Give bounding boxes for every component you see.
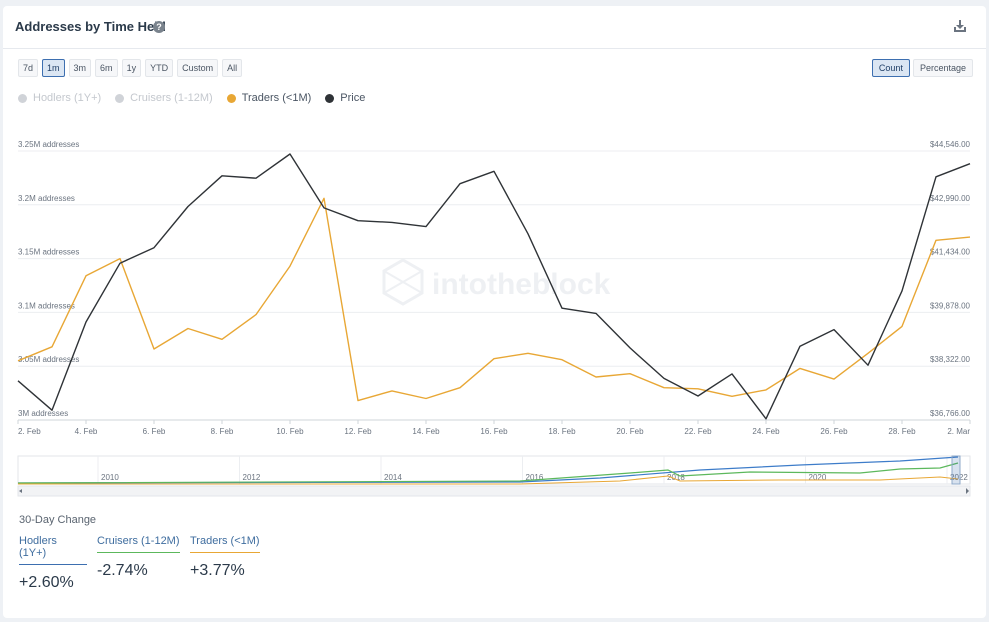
x-tick-label: 20. Feb bbox=[616, 427, 644, 436]
y-right-tick-label: $44,546.00 bbox=[930, 140, 971, 149]
x-tick-label: 2. Feb bbox=[18, 427, 41, 436]
range-custom-button[interactable]: Custom bbox=[177, 59, 219, 77]
y-right-tick-label: $41,434.00 bbox=[930, 248, 971, 257]
price-line bbox=[17, 153, 971, 420]
legend-dot-traders bbox=[226, 93, 236, 103]
y-left-tick-label: 3.15M addresses bbox=[18, 248, 79, 257]
traders-line bbox=[17, 197, 971, 402]
x-tick-label: 22. Feb bbox=[684, 427, 712, 436]
y-right-tick-label: $38,322.00 bbox=[930, 355, 971, 364]
navigator-traders-line bbox=[18, 475, 959, 485]
range-all-button[interactable]: All bbox=[222, 59, 243, 77]
change-value-traders: +3.77% bbox=[190, 562, 245, 579]
download-icon[interactable] bbox=[952, 18, 968, 34]
x-tick-label: 28. Feb bbox=[888, 427, 916, 436]
range-7d-button[interactable]: 7d bbox=[18, 59, 39, 77]
x-tick-label: 6. Feb bbox=[143, 427, 166, 436]
y-axis-right: $36,766.00 $38,322.00 $39,878.00 $41,434.00… bbox=[930, 140, 971, 418]
y-right-tick-label: $36,766.00 bbox=[930, 409, 971, 418]
range-1m-button[interactable]: 1m bbox=[42, 59, 65, 77]
chart-grid bbox=[18, 150, 970, 421]
legend-dot-price bbox=[325, 93, 335, 103]
x-tick-label: 16. Feb bbox=[480, 427, 508, 436]
navigator-selection bbox=[951, 455, 961, 485]
percentage-button[interactable]: Percentage bbox=[912, 59, 973, 77]
navigator-tick-label: 2014 bbox=[384, 473, 402, 482]
legend-dot-hodlers bbox=[18, 93, 27, 103]
chart-area: intotheblock 3M addresses 3.05M addresses… bbox=[17, 140, 971, 497]
legend-traders[interactable]: Traders (<1M) bbox=[226, 92, 312, 104]
x-tick-label: 4. Feb bbox=[75, 427, 98, 436]
legend-label-hodlers: Hodlers (1Y+) bbox=[33, 92, 102, 104]
x-axis: 2. Feb 4. Feb 6. Feb 8. Feb 10. Feb 12. Feb 14… bbox=[17, 420, 971, 436]
navigator-tick-label: 2012 bbox=[243, 473, 261, 482]
card-header: Addresses by Time Held ? bbox=[3, 6, 986, 49]
range-1y-button[interactable]: 1y bbox=[121, 59, 142, 77]
navigator-tick-label: 2020 bbox=[809, 473, 827, 482]
x-tick-label: 8. Feb bbox=[211, 427, 234, 436]
chart-legend: Hodlers (1Y+) Cruisers (1-12M) Traders (… bbox=[18, 92, 365, 104]
scroll-right-arrow-icon bbox=[966, 488, 969, 494]
navigator-frame bbox=[17, 455, 971, 485]
x-tick-label: 2. Mar bbox=[947, 427, 970, 436]
range-ytd-button[interactable]: YTD bbox=[145, 59, 174, 77]
navigator-scrollbar bbox=[17, 485, 971, 497]
legend-dot-cruisers bbox=[115, 93, 125, 103]
change-traders: Traders (<1M) +3.77% bbox=[190, 535, 260, 580]
chart-lines bbox=[17, 153, 971, 420]
navigator-tick-label: 2018 bbox=[667, 473, 685, 482]
navigator-tick-label: 2022 bbox=[950, 473, 968, 482]
legend-price[interactable]: Price bbox=[325, 92, 365, 104]
x-tick-label: 12. Feb bbox=[344, 427, 372, 436]
count-button[interactable]: Count bbox=[871, 59, 910, 77]
scroll-left-arrow-icon bbox=[19, 489, 22, 493]
navigator-hodlers-line bbox=[17, 456, 959, 484]
change-hodlers: Hodlers (1Y+) +2.60% bbox=[19, 535, 87, 592]
change-cruisers: Cruisers (1-12M) -2.74% bbox=[97, 535, 180, 580]
y-right-tick-label: $39,878.00 bbox=[930, 301, 971, 310]
navigator-cruisers-line bbox=[17, 462, 959, 484]
legend-cruisers[interactable]: Cruisers (1-12M) bbox=[115, 92, 213, 104]
y-right-tick-label: $42,990.00 bbox=[930, 194, 971, 203]
watermark-logo-icon bbox=[382, 258, 424, 306]
change-label-cruisers: Cruisers (1-12M) bbox=[97, 535, 180, 553]
range-3m-button[interactable]: 3m bbox=[68, 59, 92, 77]
question-circle-icon[interactable]: ? bbox=[153, 21, 165, 33]
legend-label-cruisers: Cruisers (1-12M) bbox=[130, 92, 213, 104]
change-title: 30-Day Change bbox=[19, 514, 97, 526]
x-tick-label: 10. Feb bbox=[276, 427, 304, 436]
change-value-cruisers: -2.74% bbox=[97, 562, 148, 579]
legend-label-price: Price bbox=[340, 92, 366, 104]
y-axis-left: 3M addresses 3.05M addresses 3.1M addresse… bbox=[18, 140, 79, 418]
y-left-tick-label: 3.05M addresses bbox=[18, 355, 79, 364]
range-6m-button[interactable]: 6m bbox=[95, 59, 118, 77]
change-value-hodlers: +2.60% bbox=[19, 574, 74, 591]
navigator-tick-label: 2010 bbox=[101, 473, 119, 482]
y-left-tick-label: 3.25M addresses bbox=[18, 140, 79, 149]
change-label-traders: Traders (<1M) bbox=[190, 535, 260, 553]
y-left-tick-label: 3M addresses bbox=[18, 409, 68, 418]
legend-hodlers[interactable]: Hodlers (1Y+) bbox=[18, 92, 101, 104]
x-tick-label: 14. Feb bbox=[412, 427, 440, 436]
y-left-tick-label: 3.2M addresses bbox=[18, 194, 75, 203]
change-label-hodlers: Hodlers (1Y+) bbox=[19, 535, 87, 565]
chart-title: Addresses by Time Held bbox=[15, 19, 166, 34]
mode-selector: Count Percentage bbox=[871, 59, 973, 77]
legend-label-traders: Traders (<1M) bbox=[241, 92, 312, 104]
range-selector: 7d 1m 3m 6m 1y YTD Custom All bbox=[18, 59, 243, 77]
watermark-text: intotheblock bbox=[432, 268, 611, 301]
navigator[interactable]: 2010 2012 2014 2016 2018 2020 2022 bbox=[17, 455, 971, 497]
x-tick-label: 24. Feb bbox=[752, 427, 780, 436]
navigator-tick-label: 2016 bbox=[526, 473, 544, 482]
x-tick-label: 26. Feb bbox=[820, 427, 848, 436]
y-left-tick-label: 3.1M addresses bbox=[18, 301, 75, 310]
watermark: intotheblock bbox=[382, 258, 611, 306]
x-tick-label: 18. Feb bbox=[548, 427, 576, 436]
